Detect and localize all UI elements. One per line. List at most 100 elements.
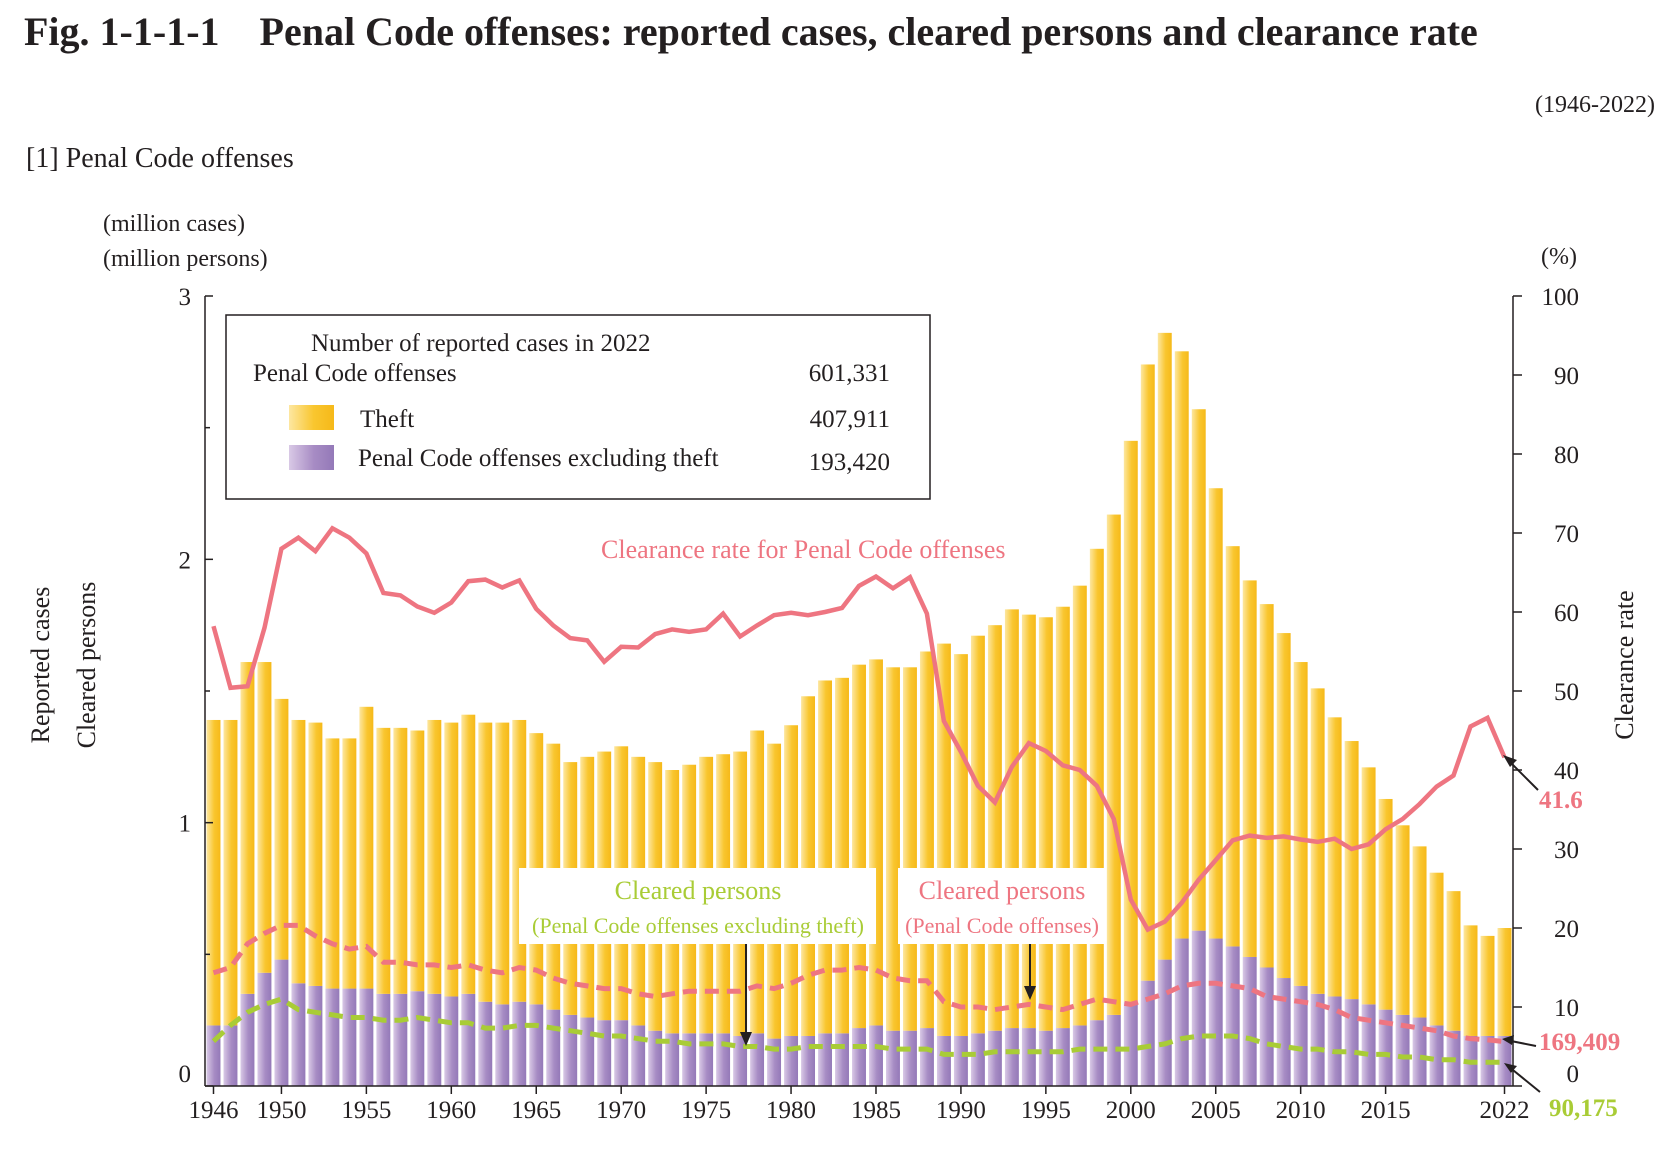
end-cp-non-theft-arrow	[1507, 1065, 1541, 1093]
x-tick-label: 1946	[188, 1097, 238, 1124]
period-label: (1946-2022)	[1535, 92, 1655, 118]
bar-non-theft-2022	[1497, 1035, 1512, 1086]
x-tick-label: 1950	[256, 1097, 306, 1124]
left-axis-title-cleared: Cleared persons	[72, 582, 101, 749]
legend-header: Number of reported cases in 2022	[311, 330, 650, 357]
bar-non-theft-1994	[1021, 1028, 1036, 1086]
right-tick-label: 10	[1554, 995, 1579, 1022]
figure-title: Fig. 1-1-1-1 Penal Code offenses: report…	[24, 9, 1478, 54]
bar-non-theft-1974	[682, 1033, 697, 1086]
bar-theft-1986	[886, 667, 900, 1031]
bar-theft-1956	[376, 727, 391, 994]
callout-all-sub: (Penal Code offenses)	[905, 913, 1099, 938]
bar-theft-2016	[1395, 825, 1410, 1015]
bar-theft-2008	[1259, 604, 1274, 968]
callout-all-title: Cleared persons	[919, 876, 1086, 905]
bar-theft-2004	[1191, 409, 1206, 931]
bar-non-theft-1963	[495, 1004, 510, 1086]
x-tick-label: 1970	[596, 1097, 646, 1124]
x-tick-label: 2015	[1361, 1097, 1411, 1124]
bar-non-theft-1950	[274, 959, 289, 1086]
bar-non-theft-1981	[801, 1035, 816, 1086]
x-tick-label: 1960	[426, 1097, 476, 1124]
bar-non-theft-1966	[546, 1009, 561, 1086]
left-axis-title-reported: Reported cases	[26, 587, 55, 744]
bar-theft-1963	[495, 722, 510, 1005]
legend-total-label: Penal Code offenses	[253, 360, 457, 387]
right-tick-label: 80	[1554, 442, 1579, 469]
bar-non-theft-1967	[563, 1014, 578, 1086]
bar-theft-1964	[512, 719, 527, 1002]
bar-non-theft-1983	[835, 1033, 849, 1086]
bar-theft-1950	[274, 698, 289, 960]
bar-theft-1960	[444, 722, 459, 997]
bar-theft-2015	[1378, 798, 1393, 1010]
clearance-rate-line	[211, 525, 1507, 933]
legend-total-value: 601,331	[809, 360, 890, 387]
bar-non-theft-1962	[478, 1001, 493, 1086]
bar-theft-1954	[342, 738, 357, 989]
right-tick-label: 50	[1554, 679, 1579, 706]
right-tick-label: 40	[1554, 758, 1579, 785]
bar-non-theft-2012	[1327, 996, 1342, 1086]
bar-non-theft-2011	[1310, 993, 1325, 1086]
bar-non-theft-1988	[919, 1028, 934, 1086]
bar-theft-1962	[478, 722, 493, 1002]
bar-non-theft-1951	[291, 983, 306, 1086]
bar-non-theft-1978	[750, 1033, 765, 1086]
bar-non-theft-1968	[580, 1017, 595, 1086]
bar-theft-1981	[801, 696, 816, 1036]
bar-theft-2020	[1463, 925, 1478, 1036]
bar-theft-2022	[1497, 928, 1512, 1036]
bar-theft-1946	[206, 719, 221, 1026]
bar-non-theft-2015	[1378, 1009, 1393, 1086]
bar-theft-1959	[427, 719, 442, 994]
bar-non-theft-2017	[1412, 1017, 1427, 1086]
bar-theft-2010	[1293, 662, 1308, 986]
bar-non-theft-1972	[648, 1030, 663, 1086]
right-tick-label: 20	[1554, 916, 1579, 943]
bar-theft-1951	[291, 719, 306, 984]
bar-theft-2014	[1361, 767, 1376, 1005]
callout-non-theft-arrowhead	[740, 1032, 752, 1046]
x-tick-label: 2022	[1480, 1097, 1530, 1124]
right-tick-label: 70	[1554, 521, 1579, 548]
bar-non-theft-2004	[1191, 930, 1206, 1086]
x-tick-label: 1985	[851, 1097, 901, 1124]
bar-theft-2007	[1242, 580, 1257, 957]
end-cp-non-theft-arrowhead	[1504, 1063, 1517, 1073]
bar-non-theft-1955	[359, 988, 374, 1086]
bar-non-theft-1992	[987, 1030, 1002, 1086]
bar-theft-1994	[1021, 614, 1036, 1029]
bar-non-theft-1989	[936, 1035, 951, 1086]
bar-non-theft-1979	[767, 1038, 782, 1086]
left-tick-label: 0	[179, 1061, 192, 1088]
legend-frame	[225, 314, 931, 500]
x-tick-label: 2010	[1276, 1097, 1326, 1124]
bar-theft-1997	[1072, 585, 1087, 1026]
bar-theft-1947	[223, 719, 238, 1026]
bar-non-theft-2006	[1225, 946, 1240, 1086]
bar-non-theft-1991	[970, 1033, 985, 1086]
left-unit-label-persons: (million persons)	[103, 246, 268, 272]
legend: Number of reported cases in 2022 Penal C…	[225, 314, 931, 500]
right-unit-label: (%)	[1541, 244, 1577, 270]
bar-non-theft-1952	[308, 985, 323, 1086]
bar-non-theft-1956	[376, 993, 391, 1086]
bar-theft-2005	[1208, 488, 1223, 939]
end-labels: 41.6 169,409 90,175	[1502, 755, 1620, 1122]
bar-non-theft-1965	[529, 1004, 544, 1086]
bar-theft-1982	[818, 680, 832, 1034]
bar-non-theft-2013	[1344, 999, 1359, 1086]
bar-non-theft-1987	[902, 1030, 917, 1086]
bar-theft-2006	[1225, 546, 1240, 947]
bar-non-theft-1958	[410, 991, 425, 1086]
end-rate-arrow	[1507, 759, 1539, 791]
bar-non-theft-1949	[257, 972, 272, 1086]
left-tick-label: 1	[179, 811, 192, 838]
bar-theft-1988	[919, 651, 934, 1029]
bar-theft-1987	[902, 667, 917, 1031]
legend-non-theft-value: 193,420	[809, 449, 890, 476]
cleared-persons-callout: Cleared persons (Penal Code offenses)	[898, 868, 1106, 1000]
bar-theft-1955	[359, 706, 374, 989]
